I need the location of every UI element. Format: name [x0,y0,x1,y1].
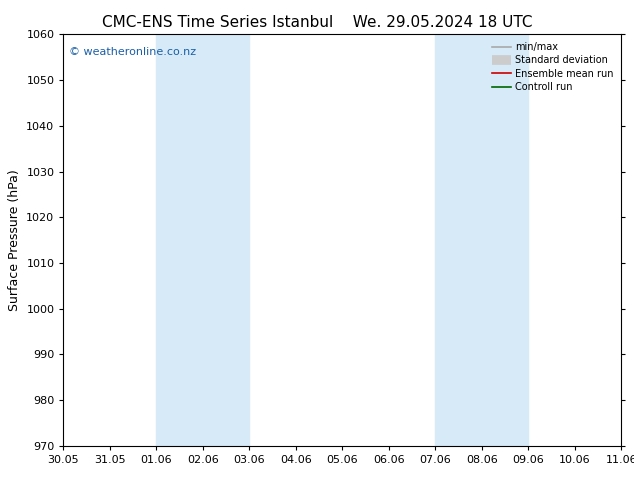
Bar [436,34,528,446]
Text: CMC-ENS Time Series Istanbul    We. 29.05.2024 18 UTC: CMC-ENS Time Series Istanbul We. 29.05.2… [101,15,533,30]
Y-axis label: Surface Pressure (hPa): Surface Pressure (hPa) [8,169,21,311]
Text: © weatheronline.co.nz: © weatheronline.co.nz [69,47,196,57]
Legend: min/max, Standard deviation, Ensemble mean run, Controll run: min/max, Standard deviation, Ensemble me… [489,39,616,95]
Bar [157,34,249,446]
